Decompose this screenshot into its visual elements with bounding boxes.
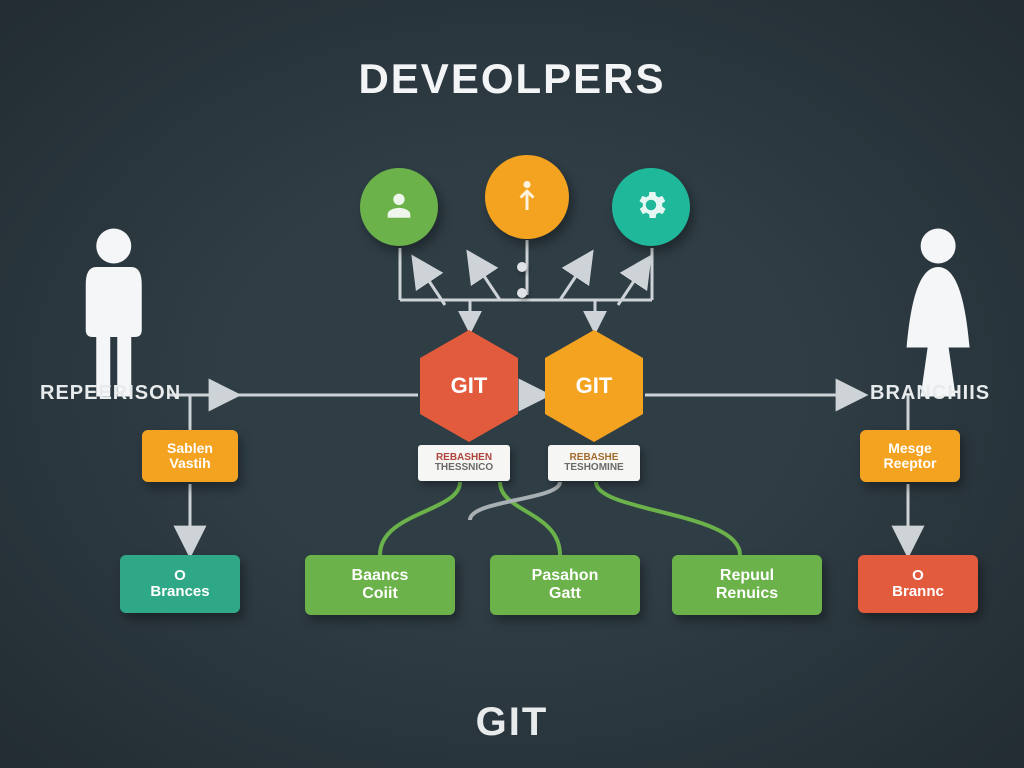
dev-circle-dev-orange — [485, 155, 569, 239]
box-line1: Sablen — [167, 441, 213, 456]
person-icon — [382, 188, 416, 227]
gear-icon — [633, 187, 669, 228]
box-line1: Repuul — [720, 567, 774, 585]
tag-line2: TESHOMINE — [564, 463, 623, 474]
box-line2: Brances — [150, 584, 209, 601]
side-label-right: BRANCHIIS — [870, 382, 990, 405]
tag-line2: THESSNICO — [435, 463, 493, 474]
box-line2: Reeptor — [884, 456, 937, 471]
box-line1: O — [912, 568, 924, 585]
connector-node — [517, 262, 527, 272]
box-line1: Pasahon — [532, 567, 599, 585]
box-line2: Gatt — [549, 585, 581, 603]
hex-label: GIT — [576, 373, 613, 399]
hex-label: GIT — [451, 373, 488, 399]
smallbox-merge: MesgeReeptor — [860, 430, 960, 482]
box-line2: Brannc — [892, 584, 944, 601]
tag-tag-right: REBASHETESHOMINE — [548, 445, 640, 481]
dev-circle-dev-teal — [612, 168, 690, 246]
diagram-title: DEVEOLPERS — [358, 55, 665, 103]
tag-tag-left: REBASHENTHESSNICO — [418, 445, 510, 481]
box-line1: Mesge — [888, 441, 932, 456]
person-left-icon — [70, 225, 158, 405]
side-label-left: REPEERISON — [40, 382, 181, 405]
dev-circle-dev-green — [360, 168, 438, 246]
box-line1: Baancs — [352, 567, 409, 585]
box-line1: O — [174, 568, 186, 585]
person-right-icon — [890, 225, 986, 405]
figure-icon — [509, 177, 545, 218]
box-line2: Renuics — [716, 585, 778, 603]
diagram-canvas: DEVEOLPERS GIT GIT REBASHENTHESSNICO REBAS… — [0, 0, 1024, 768]
bottombox-b2: BaancsCoiit — [305, 555, 455, 615]
box-line2: Coiit — [362, 585, 398, 603]
bottombox-b3: PasahonGatt — [490, 555, 640, 615]
footer-title: GIT — [476, 700, 549, 745]
bottombox-b5: OBrannc — [858, 555, 978, 613]
box-line2: Vastih — [169, 456, 210, 471]
bottombox-b1: OBrances — [120, 555, 240, 613]
smallbox-sablen: SablenVastih — [142, 430, 238, 482]
connector-node — [517, 288, 527, 298]
bottombox-b4: RepuulRenuics — [672, 555, 822, 615]
